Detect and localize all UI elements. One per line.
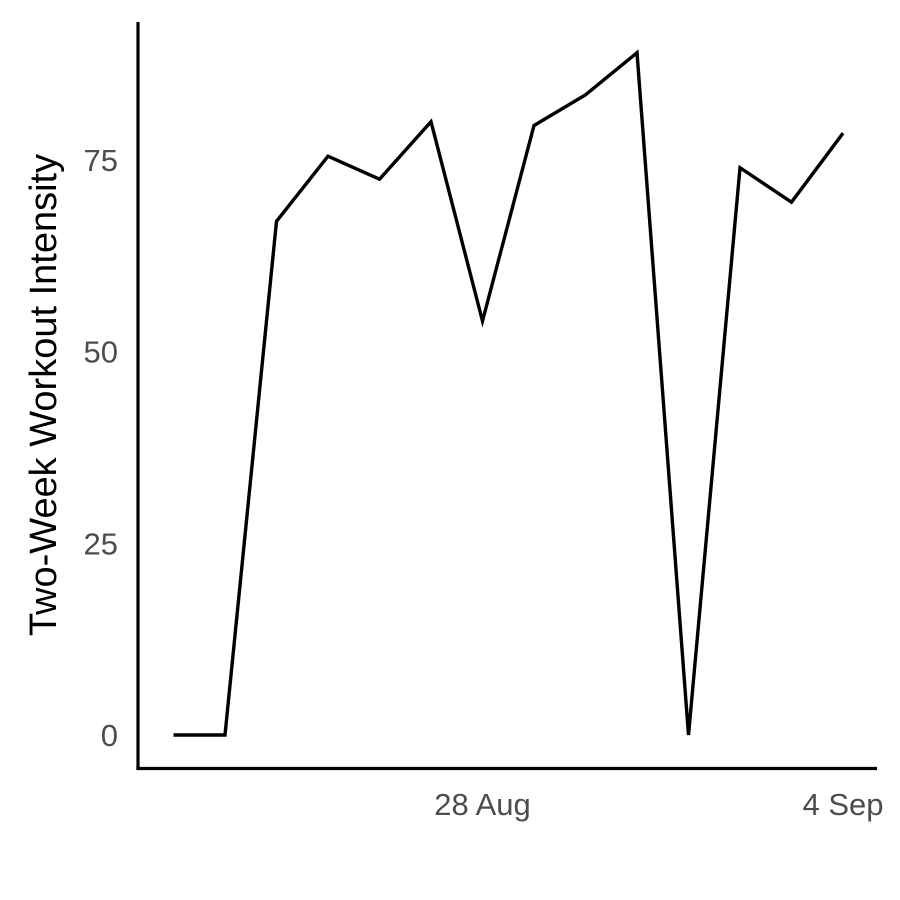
x-tick-label: 28 Aug bbox=[434, 787, 531, 822]
y-tick-label: 0 bbox=[101, 718, 118, 753]
y-axis-title: Two-Week Workout Intensity bbox=[23, 154, 65, 636]
x-tick-labels: 28 Aug 4 Sep bbox=[434, 787, 883, 822]
y-tick-label: 25 bbox=[84, 526, 118, 561]
axes bbox=[136, 22, 877, 771]
y-tick-label: 75 bbox=[84, 143, 118, 178]
series-line-0 bbox=[173, 49, 845, 737]
y-tick-label: 50 bbox=[84, 335, 118, 370]
series-group bbox=[173, 49, 845, 737]
x-tick-label: 4 Sep bbox=[802, 787, 883, 822]
y-tick-labels: 0 25 50 75 bbox=[84, 143, 118, 753]
